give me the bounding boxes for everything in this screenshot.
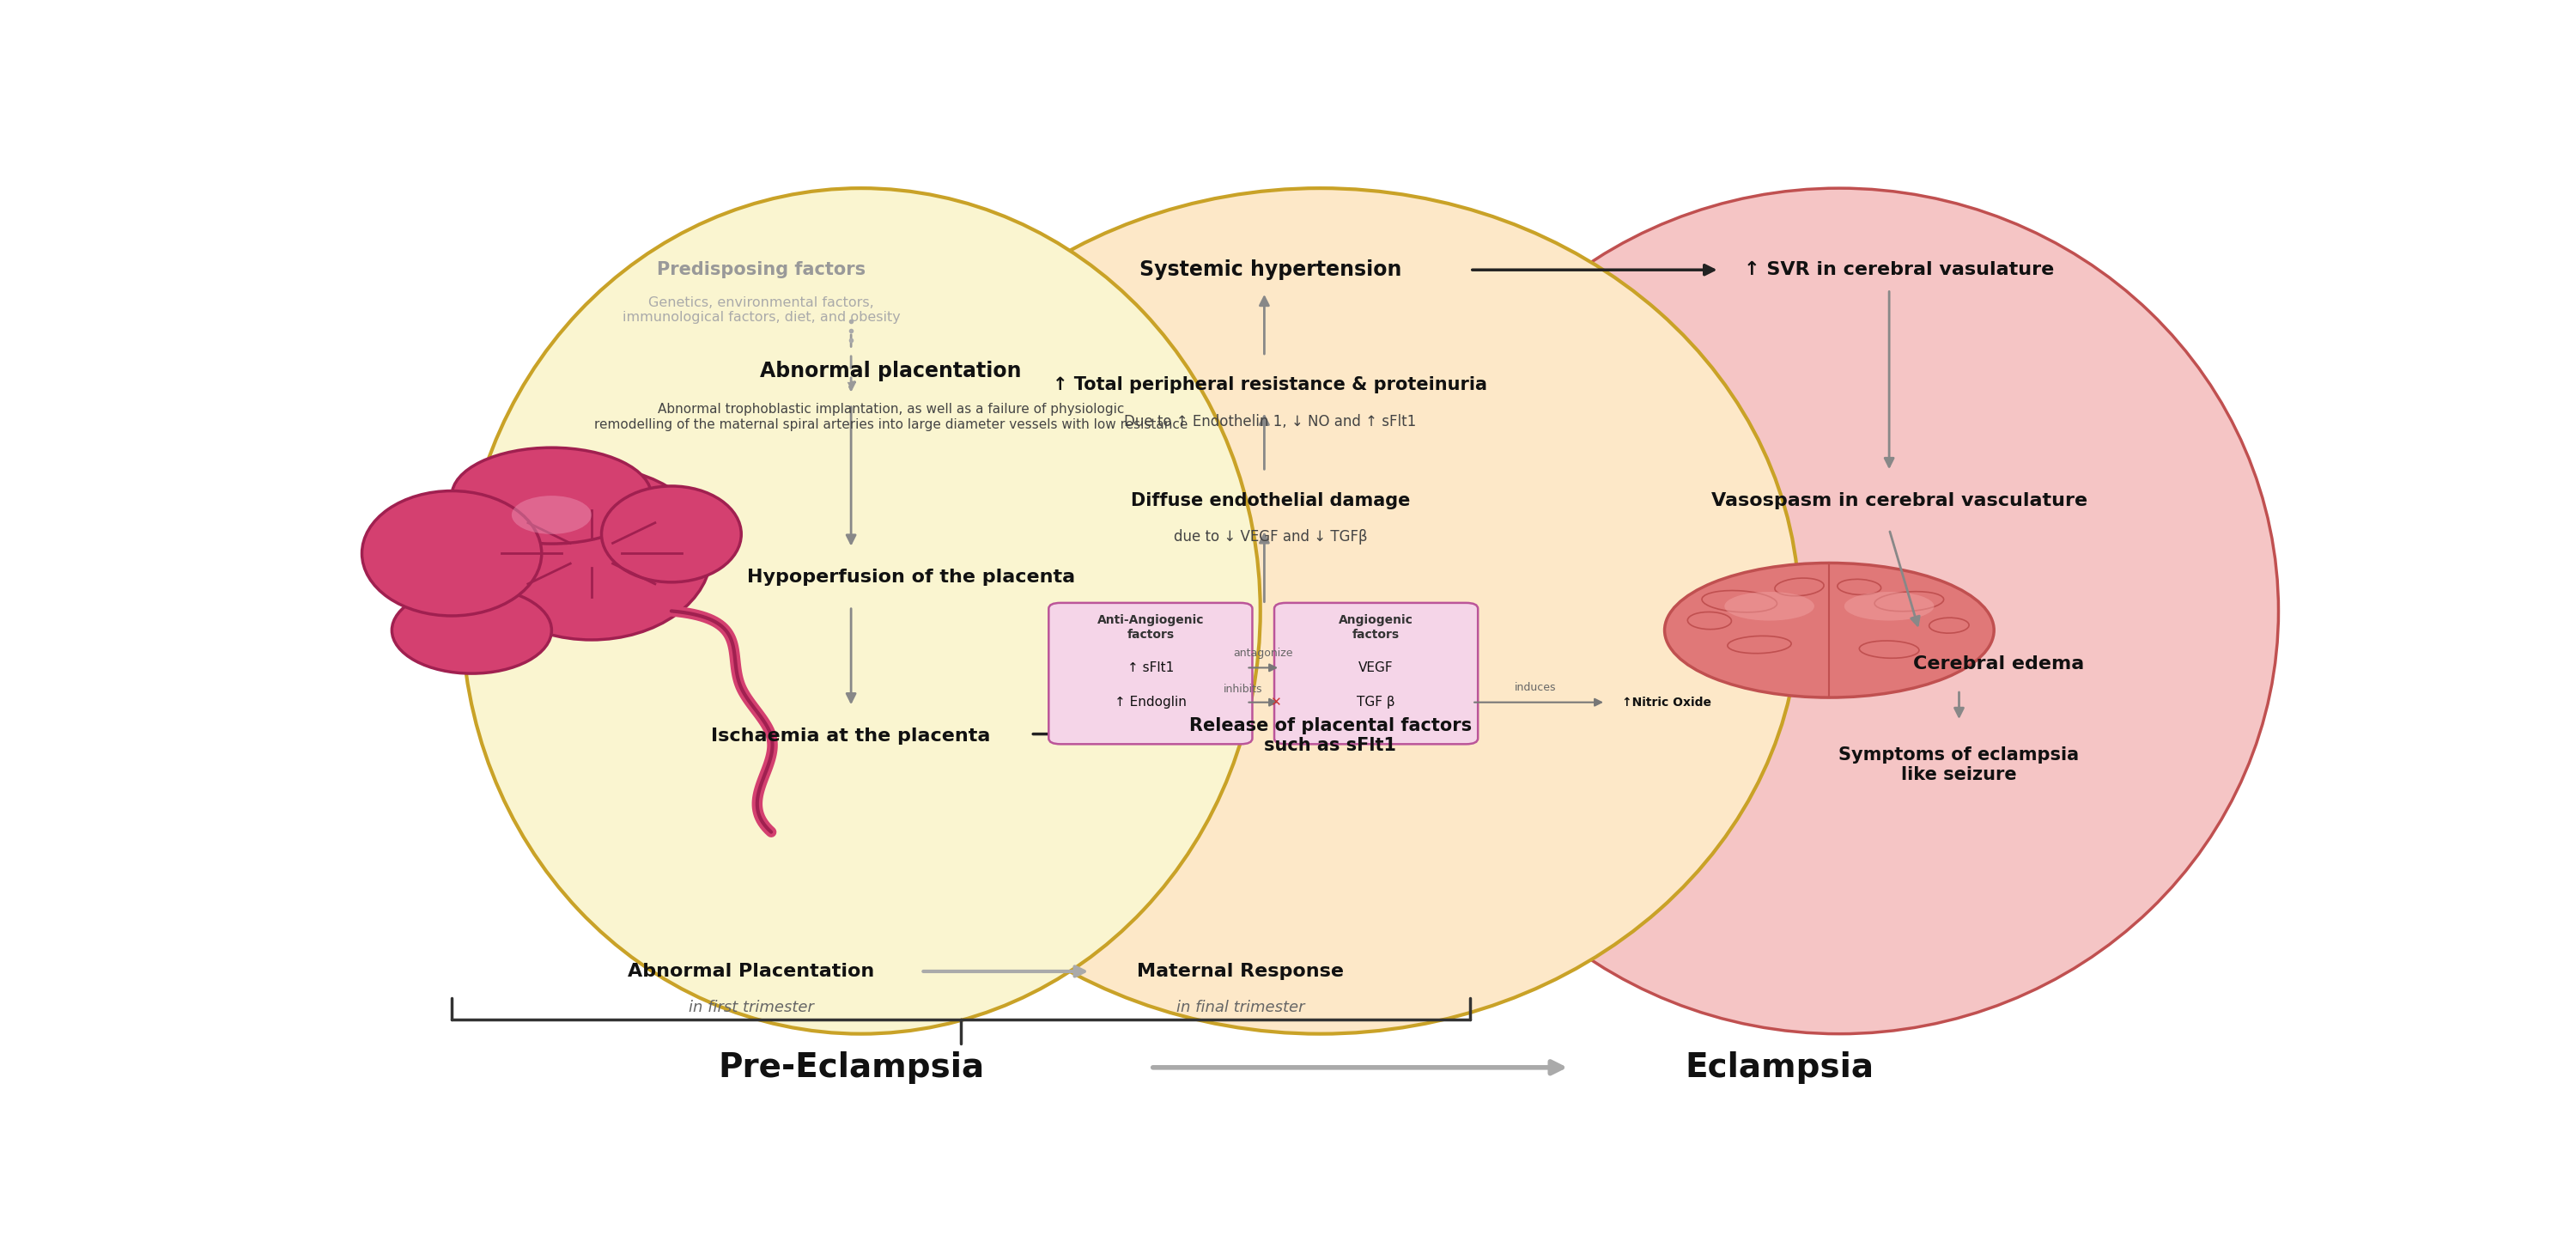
Ellipse shape (1723, 592, 1814, 620)
Text: due to ↓ VEGF and ↓ TGFβ: due to ↓ VEGF and ↓ TGFβ (1175, 529, 1368, 545)
Text: Diffuse endothelial damage: Diffuse endothelial damage (1131, 492, 1409, 509)
Text: Anti-Angiogenic
factors: Anti-Angiogenic factors (1097, 614, 1203, 640)
Ellipse shape (840, 188, 1798, 1033)
Text: ↑ sFlt1: ↑ sFlt1 (1128, 661, 1175, 674)
Text: TGF β: TGF β (1358, 696, 1396, 709)
Text: ↑ Total peripheral resistance & proteinuria: ↑ Total peripheral resistance & proteinu… (1054, 377, 1486, 394)
Text: Vasospasm in cerebral vasculature: Vasospasm in cerebral vasculature (1710, 492, 2087, 509)
Ellipse shape (1401, 188, 2277, 1033)
Text: antagonize: antagonize (1234, 648, 1293, 659)
Ellipse shape (1775, 578, 1824, 595)
Text: ↑Nitric Oxide: ↑Nitric Oxide (1623, 696, 1710, 709)
Text: ↑ Endoglin: ↑ Endoglin (1115, 696, 1188, 709)
Ellipse shape (392, 587, 551, 674)
Text: Cerebral edema: Cerebral edema (1914, 655, 2084, 673)
Text: inhibits: inhibits (1224, 683, 1262, 694)
Text: in final trimester: in final trimester (1177, 1000, 1303, 1016)
Text: Due to ↑ Endothelin 1, ↓ NO and ↑ sFlt1: Due to ↑ Endothelin 1, ↓ NO and ↑ sFlt1 (1123, 414, 1417, 429)
Ellipse shape (1860, 640, 1919, 658)
Ellipse shape (471, 467, 711, 640)
Ellipse shape (1703, 590, 1777, 613)
FancyBboxPatch shape (1048, 603, 1252, 744)
Text: Pre-Eclampsia: Pre-Eclampsia (719, 1051, 984, 1083)
Ellipse shape (1844, 592, 1935, 620)
Text: ↑ SVR in cerebral vasulature: ↑ SVR in cerebral vasulature (1744, 261, 2053, 278)
Ellipse shape (461, 188, 1260, 1033)
Ellipse shape (1875, 592, 1945, 612)
Ellipse shape (1728, 636, 1790, 654)
Text: Symptoms of eclampsia
like seizure: Symptoms of eclampsia like seizure (1839, 746, 2079, 784)
Text: Systemic hypertension: Systemic hypertension (1139, 260, 1401, 281)
Text: induces: induces (1515, 683, 1556, 694)
Ellipse shape (451, 448, 652, 544)
FancyBboxPatch shape (1275, 603, 1479, 744)
Ellipse shape (513, 495, 592, 534)
Text: Abnormal Placentation: Abnormal Placentation (629, 962, 873, 980)
Text: Abnormal placentation: Abnormal placentation (760, 361, 1023, 381)
Text: Ischaemia at the placenta: Ischaemia at the placenta (711, 728, 992, 745)
Text: Maternal Response: Maternal Response (1136, 962, 1345, 980)
Ellipse shape (1687, 612, 1731, 629)
Text: Genetics, environmental factors,
immunological factors, diet, and obesity: Genetics, environmental factors, immunol… (623, 296, 899, 324)
Ellipse shape (361, 490, 541, 615)
Ellipse shape (1929, 618, 1968, 633)
Text: Release of placental factors
such as sFlt1: Release of placental factors such as sFl… (1190, 718, 1471, 755)
Text: Eclampsia: Eclampsia (1685, 1051, 1873, 1083)
Ellipse shape (600, 485, 742, 582)
Ellipse shape (1664, 563, 1994, 698)
Text: Angiogenic
factors: Angiogenic factors (1340, 614, 1414, 640)
Ellipse shape (1837, 579, 1880, 595)
Text: ✕: ✕ (1270, 696, 1280, 709)
Text: Abnormal trophoblastic implantation, as well as a failure of physiologic
remodel: Abnormal trophoblastic implantation, as … (595, 403, 1188, 431)
Text: in first trimester: in first trimester (688, 1000, 814, 1016)
Text: Hypoperfusion of the placenta: Hypoperfusion of the placenta (747, 569, 1074, 587)
Text: VEGF: VEGF (1358, 661, 1394, 674)
Text: Predisposing factors: Predisposing factors (657, 261, 866, 278)
